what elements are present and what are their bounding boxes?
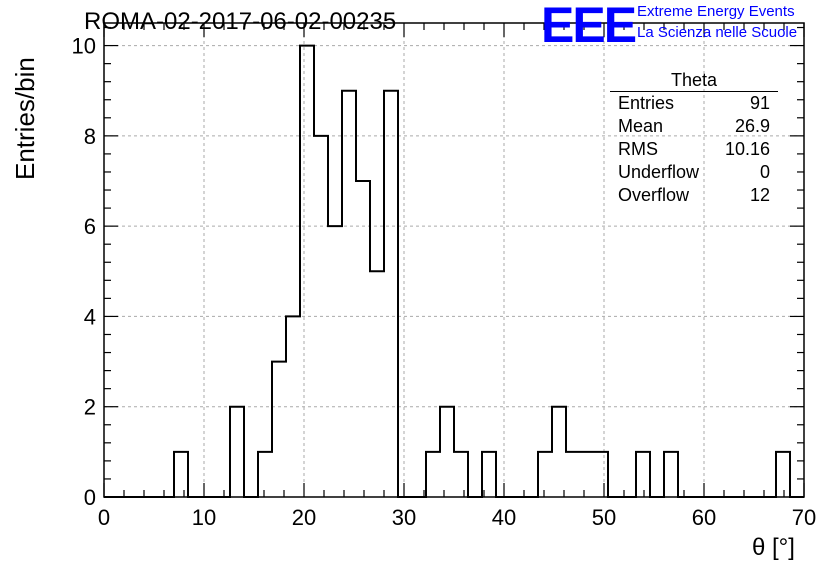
x-tick-label: 50 bbox=[592, 505, 616, 530]
logo-line-2: La Scienza nelle Scuole bbox=[637, 24, 798, 41]
x-tick-label: 20 bbox=[292, 505, 316, 530]
stats-value: 26.9 bbox=[734, 116, 770, 136]
logo-line-1: Extreme Energy Events bbox=[637, 3, 795, 20]
stats-row-mean: Mean 26.9 bbox=[610, 115, 778, 138]
eee-logo: EEE bbox=[541, 0, 637, 53]
stats-value: 10.16 bbox=[724, 139, 770, 159]
x-tick-label: 60 bbox=[692, 505, 716, 530]
x-tick-label: 0 bbox=[98, 505, 110, 530]
y-tick-label: 4 bbox=[84, 304, 96, 329]
x-tick-label: 30 bbox=[392, 505, 416, 530]
stats-label: Mean bbox=[618, 116, 664, 136]
x-tick-label: 10 bbox=[192, 505, 216, 530]
y-tick-label: 0 bbox=[84, 485, 96, 510]
stats-label: Overflow bbox=[618, 185, 690, 205]
stats-label: Entries bbox=[618, 93, 675, 113]
stats-label: RMS bbox=[618, 139, 658, 159]
y-axis-label: Entries/bin bbox=[10, 57, 40, 180]
stats-row-underflow: Underflow 0 bbox=[610, 161, 778, 184]
y-tick-label: 2 bbox=[84, 395, 96, 420]
stats-value: 0 bbox=[759, 162, 770, 182]
plot-frame bbox=[103, 22, 805, 498]
y-tick-label: 10 bbox=[72, 34, 96, 59]
chart-title: ROMA-02-2017-06-02-00235 bbox=[84, 8, 397, 35]
stats-row-rms: RMS 10.16 bbox=[610, 138, 778, 161]
stats-value: 12 bbox=[749, 185, 770, 205]
stats-title: Theta bbox=[610, 70, 778, 92]
stats-value: 91 bbox=[749, 93, 770, 113]
y-tick-label: 6 bbox=[84, 214, 96, 239]
histogram-line bbox=[104, 44, 804, 498]
stats-label: Underflow bbox=[618, 162, 700, 182]
x-axis-label: θ [°] bbox=[752, 534, 795, 561]
y-tick-label: 8 bbox=[84, 124, 96, 149]
x-tick-label: 40 bbox=[492, 505, 516, 530]
stats-box: Theta Entries 91 Mean 26.9 RMS 10.16 Und… bbox=[610, 70, 778, 207]
stats-row-overflow: Overflow 12 bbox=[610, 184, 778, 207]
x-tick-label: 70 bbox=[792, 505, 816, 530]
stats-row-entries: Entries 91 bbox=[610, 92, 778, 115]
